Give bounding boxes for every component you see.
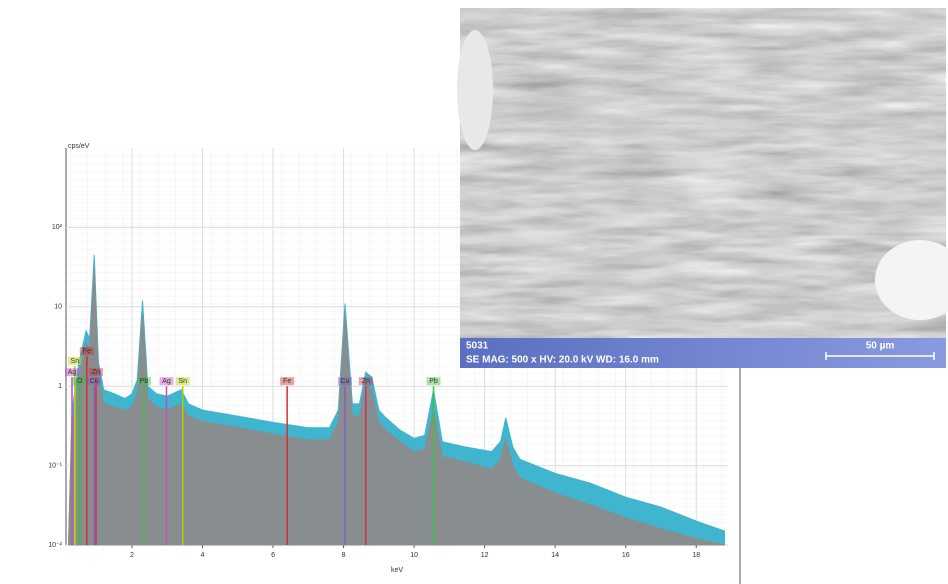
x-tick-label: 6 xyxy=(271,552,275,559)
element-label: Pb xyxy=(140,378,149,385)
x-axis-label: keV xyxy=(391,567,403,574)
element-tag xyxy=(426,377,441,386)
y-tick-label: 10 xyxy=(54,304,62,311)
element-tag xyxy=(280,377,295,386)
scale-bar xyxy=(825,352,935,360)
element-tag xyxy=(67,356,82,365)
bright-region xyxy=(457,30,493,150)
x-tick-label: 10 xyxy=(410,552,418,559)
y-tick-label: 10⁻² xyxy=(48,542,62,549)
sample-id: 5031 xyxy=(466,341,489,352)
element-label: Fe xyxy=(83,348,91,355)
x-tick-label: 14 xyxy=(551,552,559,559)
element-label: O xyxy=(77,378,83,385)
y-tick-label: 1 xyxy=(58,383,62,390)
element-tag xyxy=(136,377,151,386)
bright-region xyxy=(875,240,948,320)
spectrum-area xyxy=(67,268,725,546)
element-label: Zn xyxy=(362,378,370,385)
x-tick-label: 16 xyxy=(622,552,630,559)
element-tag xyxy=(88,368,103,377)
element-tag xyxy=(358,377,373,386)
y-tick-label: 10⁻¹ xyxy=(48,462,62,469)
element-label: Sn xyxy=(178,378,187,385)
image-details: SE MAG: 500 x HV: 20.0 kV WD: 16.0 mm xyxy=(466,355,659,366)
element-tag xyxy=(159,377,174,386)
element-tag xyxy=(72,377,87,386)
element-label: Zn xyxy=(92,369,100,376)
element-label: Ag xyxy=(162,378,171,385)
element-label: Fe xyxy=(283,378,291,385)
element-label: Pb xyxy=(429,378,438,385)
micrograph xyxy=(460,8,946,338)
scale-label: 50 µm xyxy=(866,341,895,352)
element-tag xyxy=(64,368,79,377)
element-label: Ag xyxy=(68,369,77,376)
x-tick-label: 2 xyxy=(130,552,134,559)
element-tag xyxy=(337,377,352,386)
element-label: Cu xyxy=(90,378,99,385)
element-tag xyxy=(79,347,94,356)
x-tick-label: 8 xyxy=(342,552,346,559)
caption-bar xyxy=(460,338,946,368)
x-tick-label: 4 xyxy=(201,552,205,559)
x-tick-label: 12 xyxy=(481,552,489,559)
sem-image: 5031 SE MAG: 500 x HV: 20.0 kV WD: 16.0 … xyxy=(457,8,948,368)
y-tick-label: 10² xyxy=(52,224,63,231)
element-label: Sn xyxy=(71,358,80,365)
element-tag xyxy=(87,377,102,386)
element-tag xyxy=(175,377,190,386)
y-axis-label: cps/eV xyxy=(68,143,90,150)
element-label: Cu xyxy=(341,378,350,385)
x-tick-label: 18 xyxy=(692,552,700,559)
